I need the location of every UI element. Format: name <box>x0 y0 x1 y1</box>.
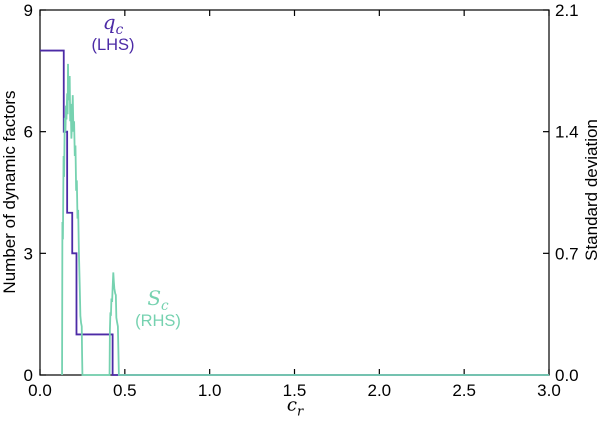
right-axis-title: Standard deviation <box>582 119 601 261</box>
x-tick-label: 2.0 <box>368 381 392 400</box>
x-axis-title-sub: r <box>296 404 304 420</box>
left-tick-label: 9 <box>24 1 33 20</box>
left-tick-label: 3 <box>24 244 33 263</box>
series-label-qc-letter: q <box>102 10 116 34</box>
right-tick-label: 1.4 <box>555 123 579 142</box>
right-tick-label: 0.7 <box>555 244 579 263</box>
x-axis-title-main: c <box>286 394 297 416</box>
series-label-qc-subscript: c <box>115 22 124 38</box>
x-tick-label: 0.0 <box>28 381 52 400</box>
right-tick-label: 2.1 <box>555 1 579 20</box>
x-axis-title: cr <box>287 395 303 420</box>
x-tick-label: 0.5 <box>113 381 137 400</box>
series-label-qc: qc (LHS) <box>91 12 134 55</box>
series-label-qc-axis-note: (LHS) <box>91 36 135 55</box>
series-label-sc-axis-note: (RHS) <box>135 312 181 331</box>
series-line-sc <box>61 63 549 376</box>
x-tick-label: 3.0 <box>537 381 561 400</box>
x-tick-label: 1.0 <box>198 381 222 400</box>
series-label-qc-symbol: qc <box>91 10 134 38</box>
series-line-qc <box>40 49 549 376</box>
series-label-sc-subscript: c <box>161 298 169 314</box>
series-label-sc-letter: S <box>147 286 162 310</box>
left-axis-title: Number of dynamic factors <box>0 90 19 294</box>
left-tick-label: 6 <box>24 123 33 142</box>
x-tick-label: 2.5 <box>452 381 476 400</box>
x-tick-label: 1.5 <box>283 381 307 400</box>
left-tick-label: 0 <box>24 366 33 385</box>
series-label-sc-symbol: Sc <box>135 286 181 314</box>
right-tick-label: 0.0 <box>555 366 579 385</box>
series-label-sc: Sc (RHS) <box>135 288 181 331</box>
